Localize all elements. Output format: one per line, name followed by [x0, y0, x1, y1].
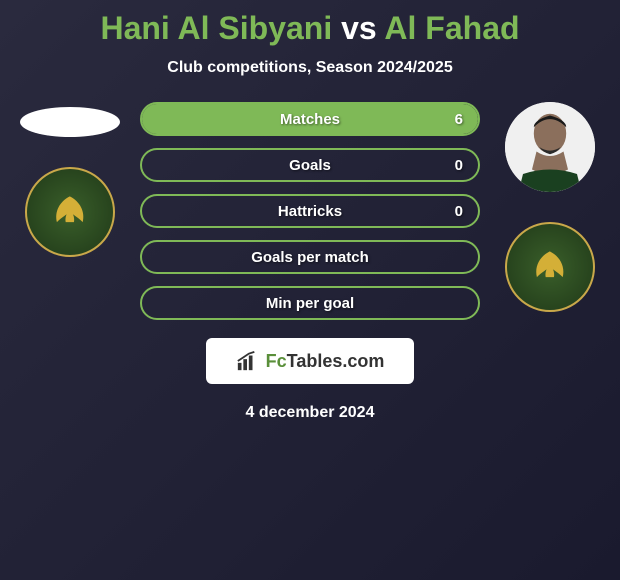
stat-right-value: 0: [455, 157, 463, 174]
player1-name: Hani Al Sibyani: [100, 10, 332, 46]
stat-label: Min per goal: [266, 295, 354, 312]
player2-avatar: [505, 102, 595, 192]
chart-icon: [236, 350, 258, 372]
person-icon: [505, 102, 595, 192]
eagle-icon: [44, 186, 96, 238]
branding-rest: Tables.com: [287, 351, 385, 371]
stat-goals: Goals 0: [140, 148, 480, 182]
stat-label: Hattricks: [278, 203, 342, 220]
vs-text: vs: [341, 10, 377, 46]
eagle-icon: [524, 241, 576, 293]
right-avatars: [500, 102, 600, 320]
stat-min-per-goal: Min per goal: [140, 286, 480, 320]
stats-area: Matches 6 Goals 0 Hattricks 0 Goals per …: [0, 102, 620, 320]
stat-matches: Matches 6: [140, 102, 480, 136]
stat-right-value: 6: [455, 111, 463, 128]
player1-avatar-placeholder: [20, 107, 120, 137]
stat-hattricks: Hattricks 0: [140, 194, 480, 228]
player2-club-logo: [505, 222, 595, 312]
stat-goals-per-match: Goals per match: [140, 240, 480, 274]
stat-label: Matches: [280, 111, 340, 128]
player1-club-logo: [25, 167, 115, 257]
branding-fc: Fc: [266, 351, 287, 371]
comparison-title: Hani Al Sibyani vs Al Fahad: [100, 10, 519, 47]
date: 4 december 2024: [246, 404, 375, 422]
left-avatars: [20, 102, 120, 320]
stat-label: Goals: [289, 157, 331, 174]
branding-box: FcTables.com: [206, 338, 415, 384]
stat-label: Goals per match: [251, 249, 369, 266]
stats-column: Matches 6 Goals 0 Hattricks 0 Goals per …: [140, 102, 480, 320]
player2-name: Al Fahad: [384, 10, 519, 46]
branding-text: FcTables.com: [266, 351, 385, 372]
subtitle: Club competitions, Season 2024/2025: [167, 59, 452, 77]
stat-right-value: 0: [455, 203, 463, 220]
